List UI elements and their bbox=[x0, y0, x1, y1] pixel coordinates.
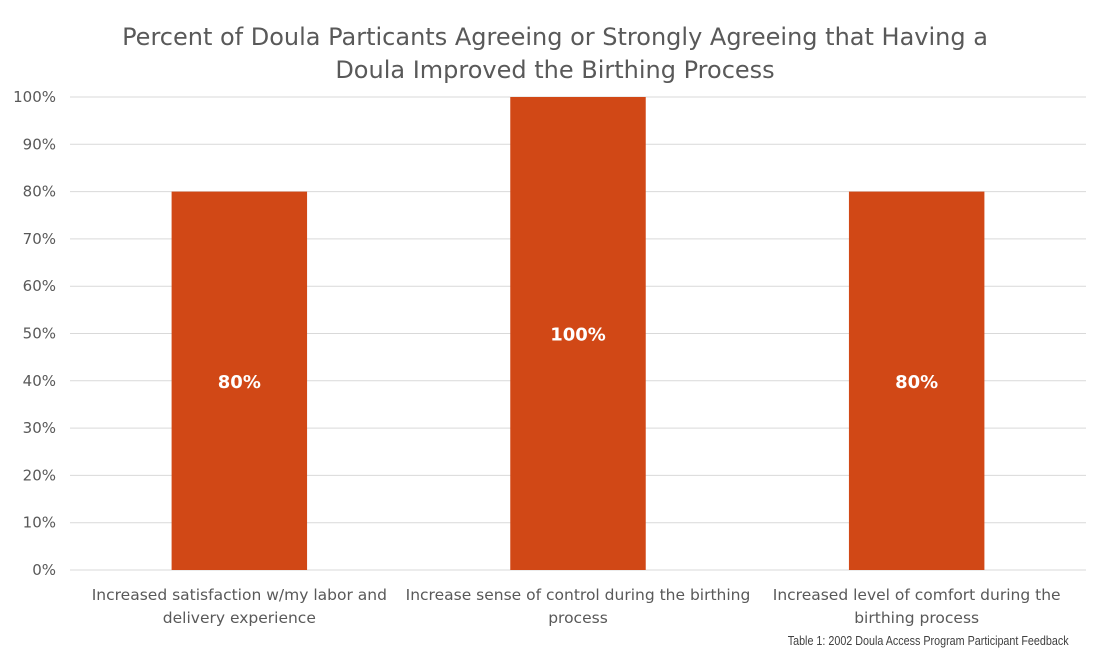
x-category-label: Increased satisfaction w/my labor and bbox=[92, 586, 387, 604]
bars bbox=[171, 97, 985, 570]
x-category-label: delivery experience bbox=[163, 609, 316, 627]
x-axis-category-labels: Increased satisfaction w/my labor and del… bbox=[92, 586, 1061, 627]
bar-3 bbox=[848, 191, 985, 570]
bar-data-label: 100% bbox=[550, 325, 606, 346]
y-tick-label: 0% bbox=[32, 561, 56, 579]
y-tick-label: 90% bbox=[23, 135, 56, 153]
y-tick-label: 20% bbox=[23, 466, 56, 484]
y-tick-label: 50% bbox=[23, 325, 56, 343]
data-labels: 80% 100% 80% bbox=[218, 325, 938, 393]
chart-title: Percent of Doula Particants Agreeing or … bbox=[122, 23, 988, 84]
y-tick-label: 30% bbox=[23, 419, 56, 437]
x-category-label: Increased level of comfort during the bbox=[773, 586, 1061, 604]
y-tick-label: 10% bbox=[23, 514, 56, 532]
bar-data-label: 80% bbox=[218, 372, 261, 393]
figure-caption: Table 1: 2002 Doula Access Program Parti… bbox=[788, 634, 1069, 648]
bar-data-label: 80% bbox=[895, 372, 938, 393]
y-axis-tick-labels: 0% 10% 20% 30% 40% 50% 60% 70% 80% 90% 100% bbox=[13, 88, 56, 579]
bar-1 bbox=[171, 191, 308, 570]
bar-2 bbox=[510, 97, 646, 570]
y-tick-label: 100% bbox=[13, 88, 56, 106]
y-tick-label: 80% bbox=[23, 183, 56, 201]
y-tick-label: 70% bbox=[23, 230, 56, 248]
chart-title-line-2: Doula Improved the Birthing Process bbox=[335, 56, 774, 84]
y-tick-label: 60% bbox=[23, 277, 56, 295]
y-tick-label: 40% bbox=[23, 372, 56, 390]
x-category-label: birthing process bbox=[854, 609, 979, 627]
x-category-label: process bbox=[548, 609, 608, 627]
x-category-label: Increase sense of control during the bir… bbox=[406, 586, 751, 604]
chart-title-line-1: Percent of Doula Particants Agreeing or … bbox=[122, 23, 988, 51]
